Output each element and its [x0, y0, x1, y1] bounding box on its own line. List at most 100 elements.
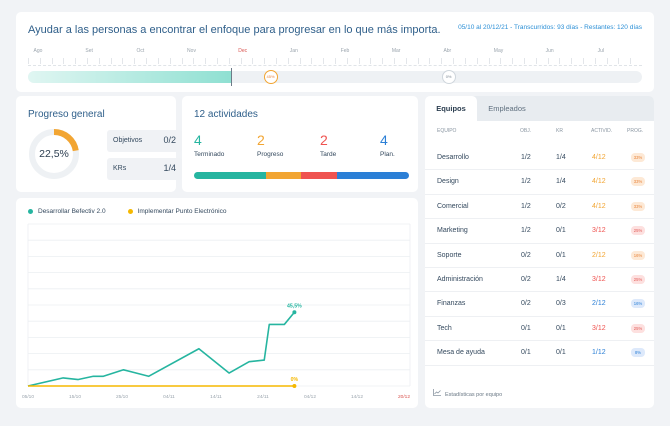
- team-krs: 0/1: [556, 251, 566, 259]
- week-tick: [429, 58, 431, 64]
- objective-title: Ayudar a las personas a encontrar el enf…: [28, 24, 441, 36]
- x-tick-label: 25/10: [116, 394, 128, 400]
- team-name: Tech: [437, 324, 452, 332]
- week-tick: [535, 58, 537, 64]
- team-activities: 4/12: [592, 202, 606, 210]
- expected-progress-marker[interactable]: 0%: [441, 70, 456, 84]
- week-tick: [547, 58, 549, 64]
- series-line-0: [27, 311, 296, 387]
- team-name: Desarrollo: [437, 154, 469, 161]
- legend-item-0[interactable]: Desarrollar Befectiv 2.0: [28, 208, 106, 215]
- month-label: Nov: [187, 48, 196, 54]
- week-tick: [417, 58, 419, 64]
- legend-label-0: Desarrollar Befectiv 2.0: [38, 208, 106, 215]
- team-row[interactable]: Mesa de ayuda 0/1 0/1 1/12 8%: [425, 341, 654, 366]
- objectives-box[interactable]: Objetivos 0/2: [107, 130, 182, 152]
- week-tick: [252, 58, 254, 64]
- week-tick: [382, 58, 384, 64]
- activities-card: 12 actividades 4 Terminado 2 Progreso 2 …: [182, 96, 418, 192]
- month-label: Mar: [391, 48, 401, 54]
- team-row[interactable]: Desarrollo 1/2 1/4 4/12 33%: [425, 146, 654, 171]
- week-tick: [63, 58, 65, 64]
- month-label: Abr: [443, 48, 452, 54]
- team-row[interactable]: Finanzas 0/2 0/3 2/12 16%: [425, 292, 654, 317]
- series-end-point-1[interactable]: [292, 384, 297, 388]
- month-label: Set: [85, 48, 93, 54]
- teams-card: Equipos Empleados EQUIPO OBJ. KR ACTIVID…: [425, 96, 654, 408]
- activities-bar-segment-0: [194, 172, 266, 179]
- week-tick: [205, 58, 207, 64]
- week-tick: [110, 58, 112, 64]
- week-tick: [630, 58, 632, 64]
- legend-dot-0: [28, 208, 33, 214]
- col-header-activities: ACTIVID.: [591, 128, 613, 134]
- week-tick: [169, 58, 171, 64]
- team-name: Mesa de ayuda: [437, 349, 485, 357]
- team-progress-badge: 33%: [631, 153, 645, 162]
- month-label: Jan: [289, 48, 298, 54]
- team-name: Administración: [437, 276, 483, 283]
- team-row[interactable]: Comercial 1/2 0/2 4/12 33%: [425, 195, 654, 220]
- legend-item-1[interactable]: Implementar Punto Electrónico: [127, 208, 226, 215]
- team-objectives: 0/2: [521, 251, 531, 259]
- tab-empleados[interactable]: Empleados: [488, 104, 526, 113]
- x-tick-label: 04/12: [304, 394, 316, 400]
- tab-equipos[interactable]: Equipos: [425, 96, 477, 121]
- stat-progress[interactable]: 2 Progreso: [257, 132, 283, 158]
- team-objectives: 1/2: [521, 202, 531, 210]
- week-tick: [453, 58, 455, 64]
- team-activities: 1/12: [592, 349, 606, 357]
- week-tick: [216, 58, 218, 64]
- team-row[interactable]: Design 1/2 1/4 4/12 33%: [425, 170, 654, 195]
- team-row[interactable]: Soporte 0/2 0/1 2/12 16%: [425, 244, 654, 268]
- team-row[interactable]: Marketing 1/2 0/1 3/12 25%: [425, 219, 654, 244]
- team-name: Design: [437, 178, 459, 186]
- week-tick: [87, 58, 89, 64]
- stat-done[interactable]: 4 Terminado: [194, 132, 224, 158]
- month-label: Dec: [238, 48, 248, 54]
- krs-box[interactable]: KRs 1/4: [107, 158, 182, 180]
- week-tick: [559, 58, 561, 64]
- chart-legend: Desarrollar Befectiv 2.0 Implementar Pun…: [28, 208, 226, 215]
- objectives-value: 0/2: [163, 135, 176, 145]
- team-progress-badge: 16%: [631, 250, 645, 260]
- team-row[interactable]: Administración 0/2 1/4 3/12 25%: [425, 268, 654, 293]
- team-activities: 4/12: [592, 178, 606, 186]
- stat-planned[interactable]: 4 Plan.: [380, 132, 395, 158]
- stat-late-label: Tarde: [320, 151, 337, 158]
- team-objectives: 0/1: [521, 324, 531, 332]
- activities-bar-segment-3: [337, 172, 409, 179]
- week-tick: [500, 58, 502, 64]
- general-progress-card: Progreso general 22,5% Objetivos 0/2 KRs…: [16, 96, 182, 192]
- x-tick-label: 04/11: [163, 394, 175, 400]
- week-ticks: [28, 58, 642, 66]
- progress-chart-card: Desarrollar Befectiv 2.0 Implementar Pun…: [16, 198, 418, 408]
- week-tick: [75, 58, 77, 64]
- week-tick: [134, 58, 136, 64]
- team-progress-badge: 25%: [631, 323, 645, 333]
- teams-stats-link[interactable]: Estadísticas por equipo: [433, 389, 502, 398]
- line-chart: 05/10 15/10 25/10 04/11 14/11 24/11 04/12 14/12…: [22, 223, 411, 400]
- week-tick: [228, 58, 230, 64]
- team-objectives: 1/2: [521, 227, 531, 235]
- week-tick: [346, 58, 348, 64]
- chart-icon: [433, 389, 441, 398]
- team-krs: 1/4: [556, 154, 566, 161]
- team-row[interactable]: Tech 0/1 0/1 3/12 25%: [425, 317, 654, 342]
- activities-bar-segment-2: [301, 172, 338, 179]
- week-tick: [394, 58, 396, 64]
- elapsed-fill: [28, 71, 231, 83]
- progress-value: 22,5%: [39, 148, 69, 160]
- team-name: Finanzas: [437, 300, 466, 308]
- team-objectives: 1/2: [521, 178, 531, 186]
- stat-planned-label: Plan.: [380, 151, 395, 158]
- progress-marker[interactable]: 45%: [263, 70, 278, 84]
- x-tick-label: 15/10: [69, 394, 81, 400]
- week-tick: [122, 58, 124, 64]
- week-tick: [287, 58, 289, 64]
- stat-late[interactable]: 2 Tarde: [320, 132, 336, 158]
- team-activities: 3/12: [592, 227, 606, 235]
- series-end-point-0[interactable]: [292, 310, 297, 315]
- period-info: 05/10 al 20/12/21 - Transcurridos: 93 dí…: [458, 24, 642, 31]
- week-tick: [441, 58, 443, 64]
